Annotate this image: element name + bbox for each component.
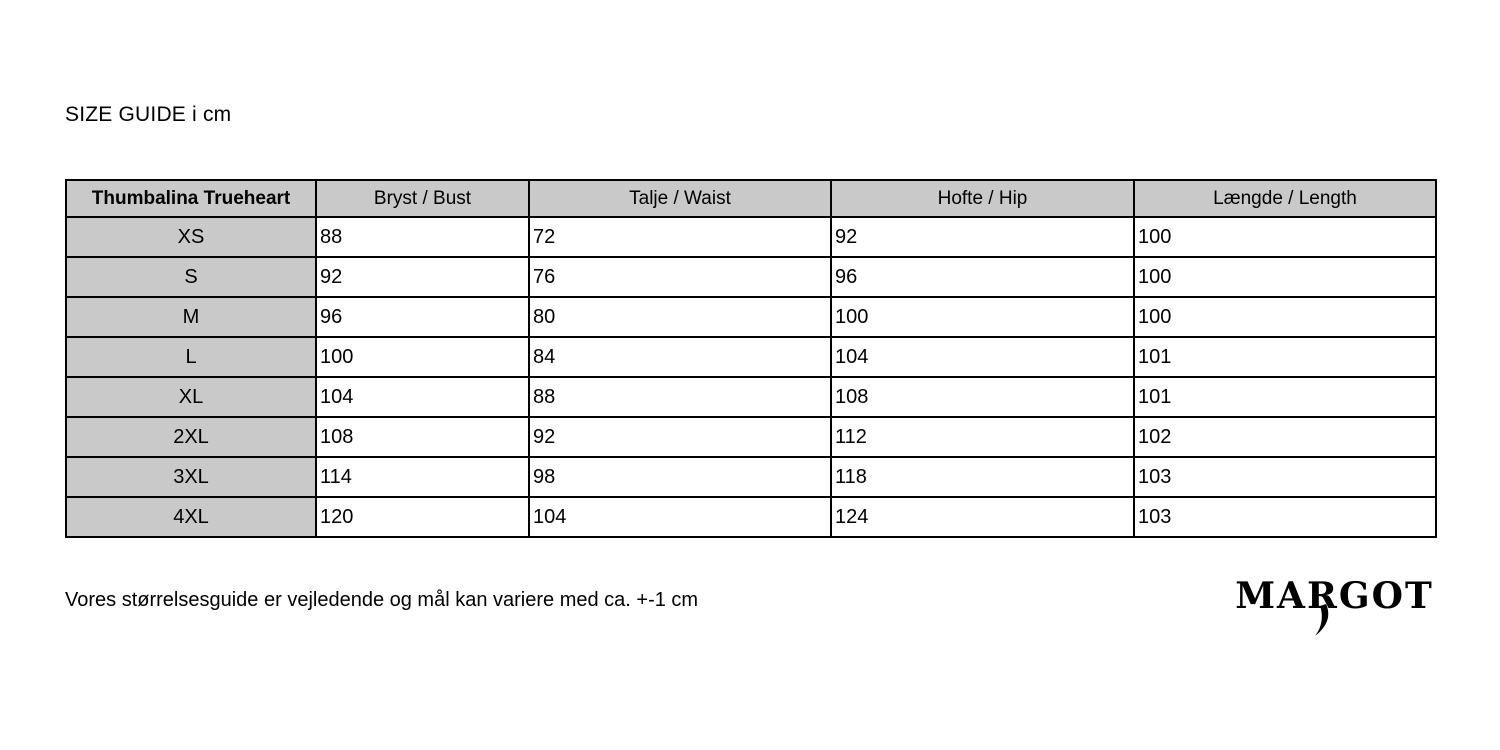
measurement-cell: 103 bbox=[1133, 456, 1437, 498]
table-row: M 96 80 100 100 bbox=[65, 296, 1437, 338]
measurement-cell: 80 bbox=[528, 296, 832, 338]
measurement-cell: 100 bbox=[830, 296, 1135, 338]
size-label-cell: XS bbox=[65, 216, 317, 258]
measurement-cell: 88 bbox=[528, 376, 832, 418]
measurement-cell: 96 bbox=[830, 256, 1135, 298]
measurement-cell: 98 bbox=[528, 456, 832, 498]
measurement-cell: 104 bbox=[830, 336, 1135, 378]
measurement-cell: 92 bbox=[315, 256, 530, 298]
measurement-cell: 100 bbox=[1133, 296, 1437, 338]
measurement-cell: 72 bbox=[528, 216, 832, 258]
size-guide-table: Thumbalina Trueheart Bryst / Bust Talje … bbox=[65, 179, 1437, 538]
size-label-cell: 3XL bbox=[65, 456, 317, 498]
measurement-cell: 101 bbox=[1133, 336, 1437, 378]
table-row: 3XL 114 98 118 103 bbox=[65, 456, 1437, 498]
measurement-cell: 101 bbox=[1133, 376, 1437, 418]
measurement-cell: 100 bbox=[1133, 216, 1437, 258]
column-header-bust: Bryst / Bust bbox=[315, 179, 530, 218]
measurement-cell: 92 bbox=[528, 416, 832, 458]
size-label-cell: 2XL bbox=[65, 416, 317, 458]
measurement-cell: 76 bbox=[528, 256, 832, 298]
table-header: Thumbalina Trueheart Bryst / Bust Talje … bbox=[65, 179, 1437, 218]
size-guide-disclaimer: Vores størrelsesguide er vejledende og m… bbox=[65, 589, 699, 611]
column-header-waist: Talje / Waist bbox=[528, 179, 832, 218]
size-label-cell: XL bbox=[65, 376, 317, 418]
logo-r-tail-flourish bbox=[1315, 604, 1329, 636]
measurement-cell: 108 bbox=[315, 416, 530, 458]
table-row: L 100 84 104 101 bbox=[65, 336, 1437, 378]
measurement-cell: 84 bbox=[528, 336, 832, 378]
table-row: S 92 76 96 100 bbox=[65, 256, 1437, 298]
table-header-row: Thumbalina Trueheart Bryst / Bust Talje … bbox=[65, 179, 1437, 218]
table-row: XL 104 88 108 101 bbox=[65, 376, 1437, 418]
measurement-cell: 114 bbox=[315, 456, 530, 498]
size-label-cell: M bbox=[65, 296, 317, 338]
size-table-body: XS 88 72 92 100 S 92 76 96 100 M 96 80 100 100 L 100 84 10… bbox=[65, 216, 1437, 538]
measurement-cell: 100 bbox=[1133, 256, 1437, 298]
measurement-cell: 102 bbox=[1133, 416, 1437, 458]
measurement-cell: 104 bbox=[528, 496, 832, 538]
table-row: 4XL 120 104 124 103 bbox=[65, 496, 1437, 538]
measurement-cell: 112 bbox=[830, 416, 1135, 458]
column-header-hip: Hofte / Hip bbox=[830, 179, 1135, 218]
page-title: SIZE GUIDE i cm bbox=[65, 103, 232, 126]
size-label-cell: S bbox=[65, 256, 317, 298]
measurement-cell: 92 bbox=[830, 216, 1135, 258]
column-header-length: Længde / Length bbox=[1133, 179, 1437, 218]
measurement-cell: 104 bbox=[315, 376, 530, 418]
size-label-cell: L bbox=[65, 336, 317, 378]
measurement-cell: 88 bbox=[315, 216, 530, 258]
measurement-cell: 124 bbox=[830, 496, 1135, 538]
margot-logo: MARGOT bbox=[1235, 575, 1434, 617]
table-row: 2XL 108 92 112 102 bbox=[65, 416, 1437, 458]
column-header-product: Thumbalina Trueheart bbox=[65, 179, 317, 218]
measurement-cell: 103 bbox=[1133, 496, 1437, 538]
size-label-cell: 4XL bbox=[65, 496, 317, 538]
measurement-cell: 118 bbox=[830, 456, 1135, 498]
measurement-cell: 96 bbox=[315, 296, 530, 338]
measurement-cell: 108 bbox=[830, 376, 1135, 418]
table-row: XS 88 72 92 100 bbox=[65, 216, 1437, 258]
measurement-cell: 120 bbox=[315, 496, 530, 538]
measurement-cell: 100 bbox=[315, 336, 530, 378]
